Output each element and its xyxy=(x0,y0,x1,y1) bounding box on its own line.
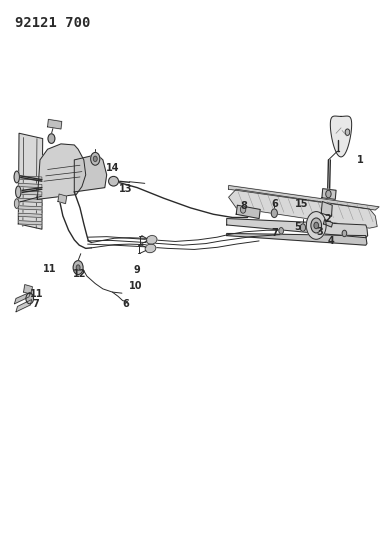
Text: 13: 13 xyxy=(119,184,133,193)
Polygon shape xyxy=(18,206,42,210)
Text: 6: 6 xyxy=(122,299,129,309)
Text: 9: 9 xyxy=(134,265,141,274)
Text: 6: 6 xyxy=(271,199,278,208)
Polygon shape xyxy=(330,116,352,157)
Circle shape xyxy=(271,209,277,217)
Polygon shape xyxy=(18,183,42,188)
Polygon shape xyxy=(18,133,43,229)
Text: 92121 700: 92121 700 xyxy=(15,16,91,30)
Polygon shape xyxy=(236,205,260,219)
Circle shape xyxy=(300,224,306,231)
Ellipse shape xyxy=(146,236,157,244)
Polygon shape xyxy=(24,285,32,294)
Ellipse shape xyxy=(14,199,19,208)
Polygon shape xyxy=(227,219,368,238)
Circle shape xyxy=(342,230,347,237)
Polygon shape xyxy=(229,189,377,228)
Polygon shape xyxy=(14,292,30,304)
Circle shape xyxy=(240,206,246,213)
Text: 7: 7 xyxy=(33,299,40,309)
Polygon shape xyxy=(48,119,62,129)
Polygon shape xyxy=(323,220,333,227)
Polygon shape xyxy=(322,189,336,199)
Polygon shape xyxy=(16,300,32,312)
Text: 1: 1 xyxy=(357,155,363,165)
Polygon shape xyxy=(227,233,367,245)
Polygon shape xyxy=(37,144,86,199)
Polygon shape xyxy=(58,194,67,204)
Ellipse shape xyxy=(145,244,156,253)
Text: 10: 10 xyxy=(128,281,142,290)
Polygon shape xyxy=(18,191,42,195)
Circle shape xyxy=(76,265,80,270)
Text: 5: 5 xyxy=(294,222,301,231)
Text: 11: 11 xyxy=(29,289,43,299)
Circle shape xyxy=(326,190,331,198)
Circle shape xyxy=(73,261,83,274)
Text: 8: 8 xyxy=(240,201,247,211)
Text: 15: 15 xyxy=(295,199,309,208)
Circle shape xyxy=(306,212,326,239)
Circle shape xyxy=(26,293,34,304)
Polygon shape xyxy=(74,155,107,192)
Text: 4: 4 xyxy=(328,236,335,246)
Ellipse shape xyxy=(14,171,19,183)
Polygon shape xyxy=(18,176,42,180)
Text: 12: 12 xyxy=(73,269,87,279)
Ellipse shape xyxy=(109,176,118,186)
Circle shape xyxy=(48,134,55,143)
Circle shape xyxy=(93,156,97,161)
Polygon shape xyxy=(18,198,42,203)
Circle shape xyxy=(279,228,283,234)
Polygon shape xyxy=(18,221,42,225)
Circle shape xyxy=(314,222,319,229)
Circle shape xyxy=(345,129,350,135)
Text: 11: 11 xyxy=(43,264,56,274)
Text: 7: 7 xyxy=(271,229,278,238)
Circle shape xyxy=(91,152,100,165)
Text: 3: 3 xyxy=(317,227,323,237)
Polygon shape xyxy=(18,213,42,217)
Ellipse shape xyxy=(16,186,21,198)
Polygon shape xyxy=(321,201,332,216)
Circle shape xyxy=(311,218,322,233)
Text: 2: 2 xyxy=(324,214,331,223)
Text: 14: 14 xyxy=(106,164,119,173)
Polygon shape xyxy=(229,185,379,210)
